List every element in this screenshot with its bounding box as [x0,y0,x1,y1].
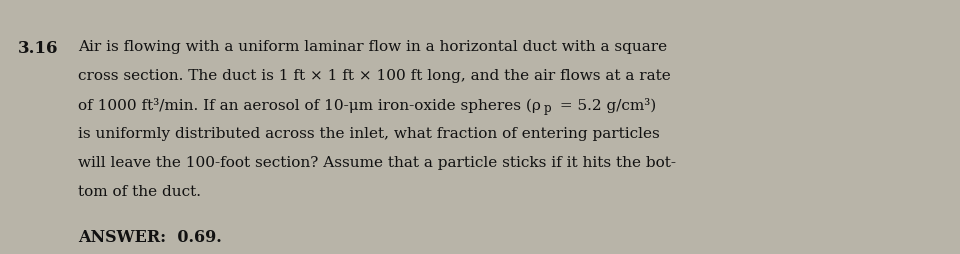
Text: cross section. The duct is 1 ft × 1 ft × 100 ft long, and the air flows at a rat: cross section. The duct is 1 ft × 1 ft ×… [78,69,671,83]
Text: Air is flowing with a uniform laminar flow in a horizontal duct with a square: Air is flowing with a uniform laminar fl… [78,40,667,54]
Text: p: p [544,102,552,115]
Text: is uniformly distributed across the inlet, what fraction of entering particles: is uniformly distributed across the inle… [78,127,660,141]
Text: tom of the duct.: tom of the duct. [78,185,201,199]
Text: = 5.2 g/cm³): = 5.2 g/cm³) [555,98,657,113]
Text: will leave the 100-foot section? Assume that a particle sticks if it hits the bo: will leave the 100-foot section? Assume … [78,156,676,170]
Text: 3.16: 3.16 [18,40,59,57]
Text: ANSWER:  0.69.: ANSWER: 0.69. [78,229,222,246]
Text: of 1000 ft³/min. If an aerosol of 10-μm iron-oxide spheres (ρ: of 1000 ft³/min. If an aerosol of 10-μm … [78,98,540,113]
